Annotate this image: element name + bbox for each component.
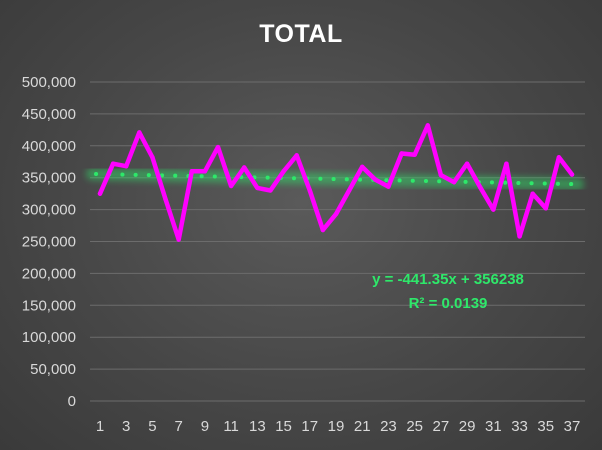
data-point (478, 185, 483, 190)
data-point (491, 207, 496, 212)
x-tick-label: 37 (564, 418, 581, 435)
x-tick-label: 15 (275, 418, 292, 435)
data-point (255, 185, 260, 191)
data-point (399, 151, 404, 156)
y-tick-label: 500,000 (22, 74, 76, 91)
x-tick-label: 25 (406, 418, 423, 435)
x-tick-label: 33 (511, 418, 528, 435)
x-tick-label: 7 (174, 418, 182, 435)
data-point (346, 188, 352, 193)
data-point (294, 153, 299, 158)
data-point (150, 155, 155, 160)
data-point (215, 144, 221, 150)
x-tick-label: 17 (301, 418, 318, 435)
data-point (386, 184, 391, 189)
data-point (464, 161, 470, 166)
x-tick-label: 13 (249, 418, 266, 435)
data-point (504, 161, 509, 166)
trendline-equation: y = -441.35x + 356238 (372, 271, 524, 288)
data-point (163, 197, 168, 202)
data-point (451, 179, 457, 185)
y-tick-label: 250,000 (22, 234, 76, 251)
data-point (556, 155, 562, 160)
chart-title: TOTAL (259, 20, 343, 48)
trendline (94, 172, 577, 187)
x-tick-label: 31 (485, 418, 502, 435)
y-tick-label: 350,000 (22, 170, 76, 187)
data-point (202, 169, 208, 174)
data-point (97, 191, 103, 196)
y-tick-label: 450,000 (22, 106, 76, 123)
x-tick-label: 29 (459, 418, 476, 435)
x-tick-label: 11 (223, 418, 239, 435)
data-point (569, 172, 575, 177)
data-point (373, 177, 378, 182)
data-point (320, 227, 326, 233)
y-tick-label: 200,000 (22, 265, 76, 282)
data-point (189, 169, 194, 174)
data-point (137, 130, 142, 135)
data-point (110, 161, 116, 166)
x-tick-label: 3 (122, 418, 130, 435)
x-tick-label: 1 (96, 418, 104, 435)
x-tick-label: 27 (433, 418, 450, 435)
x-tick-label: 35 (537, 418, 554, 435)
data-point (360, 164, 365, 170)
data-point (425, 123, 430, 128)
data-point (242, 165, 247, 170)
x-tick-label: 9 (201, 418, 209, 435)
data-point (268, 188, 273, 193)
data-point (333, 211, 339, 217)
data-point (176, 237, 181, 242)
y-tick-label: 400,000 (22, 138, 76, 155)
y-tick-label: 50,000 (30, 361, 76, 378)
data-point (228, 183, 234, 189)
x-tick-label: 23 (380, 418, 397, 435)
data-point (412, 152, 417, 157)
data-point (307, 188, 312, 193)
data-point (124, 164, 129, 169)
x-tick-label: 5 (148, 418, 156, 435)
data-point (438, 172, 444, 178)
data-point (517, 234, 522, 239)
y-tick-label: 100,000 (22, 329, 76, 346)
data-point (543, 206, 548, 211)
x-tick-label: 19 (328, 418, 345, 435)
y-tick-label: 300,000 (22, 202, 76, 219)
data-point (281, 169, 286, 174)
data-point (530, 191, 535, 196)
x-tick-label: 21 (354, 418, 371, 435)
y-tick-label: 0 (68, 393, 76, 410)
y-tick-label: 150,000 (22, 297, 76, 314)
trendline-r-squared: R² = 0.0139 (408, 295, 488, 312)
